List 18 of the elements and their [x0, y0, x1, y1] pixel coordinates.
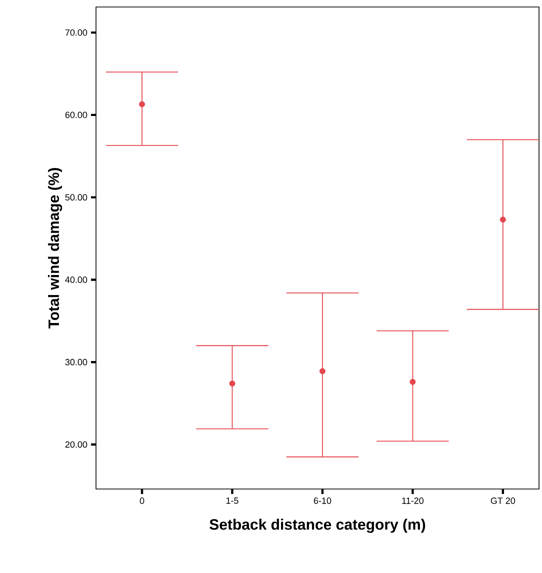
- x-tick-label: GT 20: [490, 498, 516, 504]
- y-tick-label: 20.00: [65, 441, 88, 448]
- point: [500, 216, 506, 223]
- y-tick-label: 50.00: [65, 194, 88, 201]
- point: [139, 101, 146, 108]
- y-tick-label: 70.00: [65, 29, 88, 36]
- y-tick-label: 30.00: [65, 358, 88, 366]
- y-axis-title: Total wind damage (%): [48, 168, 62, 329]
- point: [229, 380, 236, 387]
- x-tick-label: 0: [140, 498, 144, 504]
- x-tick-label: 11-20: [402, 498, 424, 504]
- x-axis-title: Setback distance category (m): [210, 518, 426, 533]
- y-tick-label: 60.00: [65, 112, 88, 118]
- x-tick-label: 6-10: [314, 498, 332, 504]
- x-tick-label: 1-5: [226, 498, 238, 504]
- y-tick-label: 40.00: [65, 276, 88, 283]
- point: [410, 378, 416, 385]
- point: [319, 368, 326, 374]
